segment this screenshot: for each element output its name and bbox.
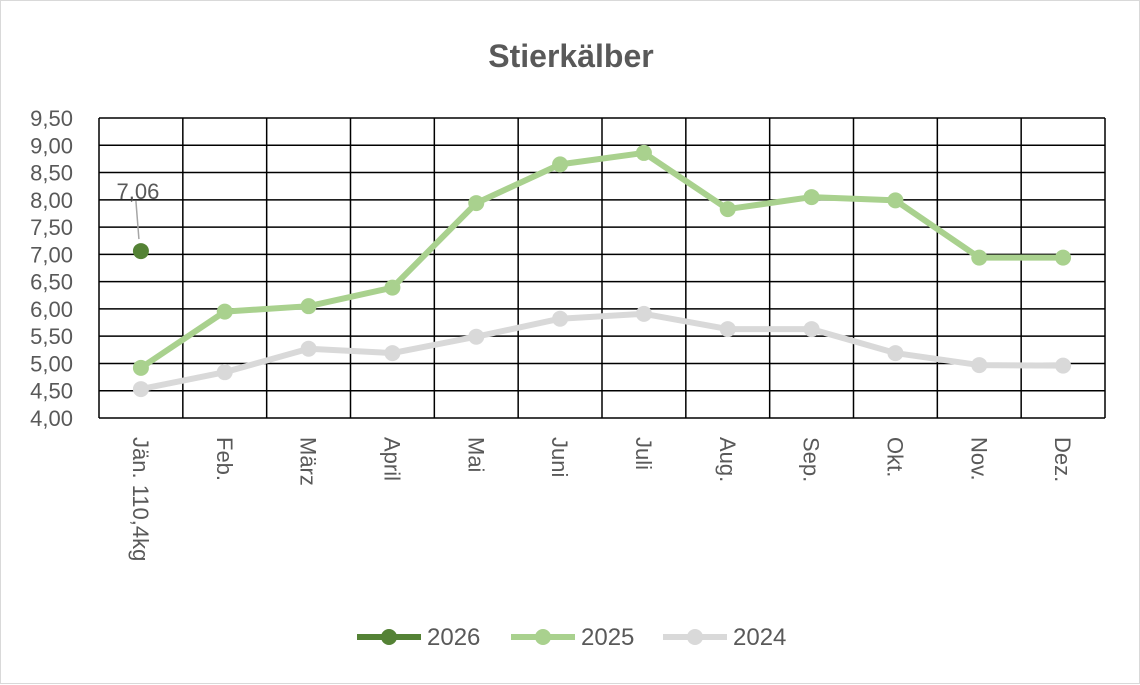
x-tick-label: April — [379, 437, 404, 481]
data-point-2024 — [468, 328, 485, 345]
legend-item-2025: 2025 — [511, 624, 634, 651]
chart-title: Stierkälber — [488, 38, 653, 74]
y-tick-label: 8,50 — [30, 161, 73, 186]
legend-label: 2024 — [733, 624, 786, 651]
data-point-2025 — [384, 279, 401, 296]
x-tick-label: Nov. — [966, 437, 991, 481]
x-tick-label: Okt. — [882, 437, 907, 477]
series-layer — [132, 144, 1072, 398]
data-point-2024 — [719, 321, 736, 338]
data-point-2024 — [552, 310, 569, 327]
data-point-2024 — [887, 345, 904, 362]
data-label: 7,06 — [117, 179, 160, 204]
x-tick-label: Juni — [547, 437, 572, 477]
legend-label: 2026 — [427, 624, 480, 651]
x-tick-label: Sep. — [799, 437, 824, 482]
x-tick-label: März — [296, 437, 321, 486]
legend-swatch-marker — [687, 629, 703, 645]
data-point-2025 — [300, 298, 317, 315]
data-point-2025 — [971, 249, 988, 266]
x-tick-label: Juli — [631, 437, 656, 470]
legend-label: 2025 — [581, 624, 634, 651]
y-tick-label: 6,00 — [30, 297, 73, 322]
data-point-2025 — [1055, 249, 1072, 266]
data-point-2024 — [803, 321, 820, 338]
data-point-2024 — [216, 364, 233, 381]
legend: 2026 2025 2024 — [357, 624, 786, 651]
x-tick-label: Dez. — [1050, 437, 1075, 482]
data-labels: 7,06 — [117, 179, 160, 240]
data-label-leader — [135, 201, 140, 240]
data-point-2024 — [132, 381, 149, 398]
data-point-2025 — [719, 201, 736, 218]
series-2026 — [132, 243, 149, 260]
legend-swatch-marker — [381, 629, 397, 645]
y-tick-label: 7,50 — [30, 215, 73, 240]
series-line-2025 — [137, 149, 1067, 371]
grid — [98, 117, 1106, 419]
data-point-2026 — [132, 243, 149, 260]
series-line-2024 — [137, 310, 1067, 393]
data-point-2025 — [803, 189, 820, 206]
y-tick-label: 4,00 — [30, 406, 73, 431]
data-point-2025 — [216, 303, 233, 320]
legend-item-2026: 2026 — [357, 624, 480, 651]
y-tick-label: 5,00 — [30, 351, 73, 376]
series-2025 — [132, 144, 1072, 376]
data-point-2025 — [132, 359, 149, 376]
legend-item-2024: 2024 — [663, 624, 786, 651]
data-point-2024 — [1055, 357, 1072, 374]
data-point-2025 — [552, 156, 569, 173]
data-point-2025 — [635, 144, 652, 161]
y-tick-label: 8,00 — [30, 188, 73, 213]
y-tick-label: 9,00 — [30, 133, 73, 158]
legend-swatch-marker — [535, 629, 551, 645]
x-axis-ticks: Jän. 110,4kg Feb. März April Mai Juni Juli Aug.… — [128, 437, 1075, 561]
y-tick-label: 7,00 — [30, 242, 73, 267]
data-point-2024 — [971, 357, 988, 374]
data-point-2025 — [887, 192, 904, 209]
data-point-2024 — [300, 340, 317, 357]
y-tick-label: 9,50 — [30, 106, 73, 131]
x-tick-label: Jän. 110,4kg — [128, 437, 153, 561]
series-2024 — [132, 305, 1072, 398]
x-tick-label: Feb. — [212, 437, 237, 481]
x-tick-label: Aug. — [715, 437, 740, 482]
data-point-2024 — [635, 305, 652, 322]
y-tick-label: 6,50 — [30, 270, 73, 295]
y-axis-ticks: 4,004,50 5,005,506,006,50 7,007,508,008,50… — [30, 106, 73, 431]
data-point-2025 — [468, 195, 485, 212]
y-tick-label: 4,50 — [30, 379, 73, 404]
y-tick-label: 5,50 — [30, 324, 73, 349]
x-tick-label: Mai — [463, 437, 488, 472]
data-point-2024 — [384, 345, 401, 362]
